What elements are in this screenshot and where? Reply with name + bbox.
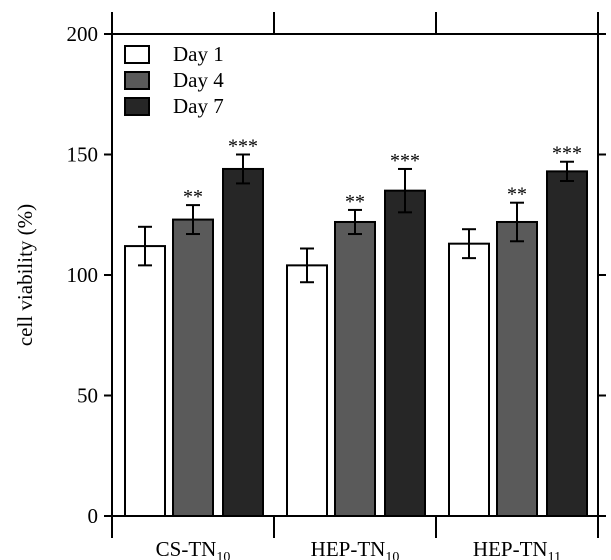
x-category-label: HEP-TN11 [473, 537, 561, 560]
x-category-label-base: HEP-TN [473, 537, 548, 560]
legend-label: Day 1 [173, 42, 224, 66]
bar [384, 189, 426, 517]
y-tick-label: 50 [77, 384, 98, 408]
x-category-label-subscript: 10 [385, 550, 399, 560]
legend-label: Day 7 [173, 94, 224, 118]
legend-swatch [124, 97, 150, 116]
significance-label: *** [552, 143, 582, 165]
significance-label: *** [228, 136, 258, 158]
bar [448, 242, 490, 517]
x-category-label-base: HEP-TN [311, 537, 386, 560]
bar [334, 220, 376, 517]
significance-label: ** [345, 191, 365, 213]
y-tick-label: 200 [67, 22, 99, 46]
legend-label: Day 4 [173, 68, 224, 92]
bar [546, 170, 588, 517]
bar [222, 167, 264, 518]
bar [496, 220, 538, 517]
x-category-label-subscript: 10 [216, 550, 230, 560]
legend-swatch [124, 71, 150, 90]
significance-label: ** [507, 184, 527, 206]
bars: *************** [124, 136, 588, 518]
legend-swatch [124, 45, 150, 64]
y-axis-title: cell viability (%) [13, 204, 37, 346]
x-category-label: HEP-TN10 [311, 537, 400, 560]
x-category-label-subscript: 11 [548, 550, 561, 560]
bar [172, 218, 214, 517]
y-tick-label: 100 [67, 263, 99, 287]
significance-label: ** [183, 186, 203, 208]
significance-label: *** [390, 150, 420, 172]
y-tick-label: 0 [88, 504, 99, 528]
bar [124, 245, 166, 518]
x-category-label: CS-TN10 [156, 537, 231, 560]
bar [286, 264, 328, 517]
y-tick-label: 150 [67, 143, 99, 167]
x-category-label-base: CS-TN [156, 537, 217, 560]
